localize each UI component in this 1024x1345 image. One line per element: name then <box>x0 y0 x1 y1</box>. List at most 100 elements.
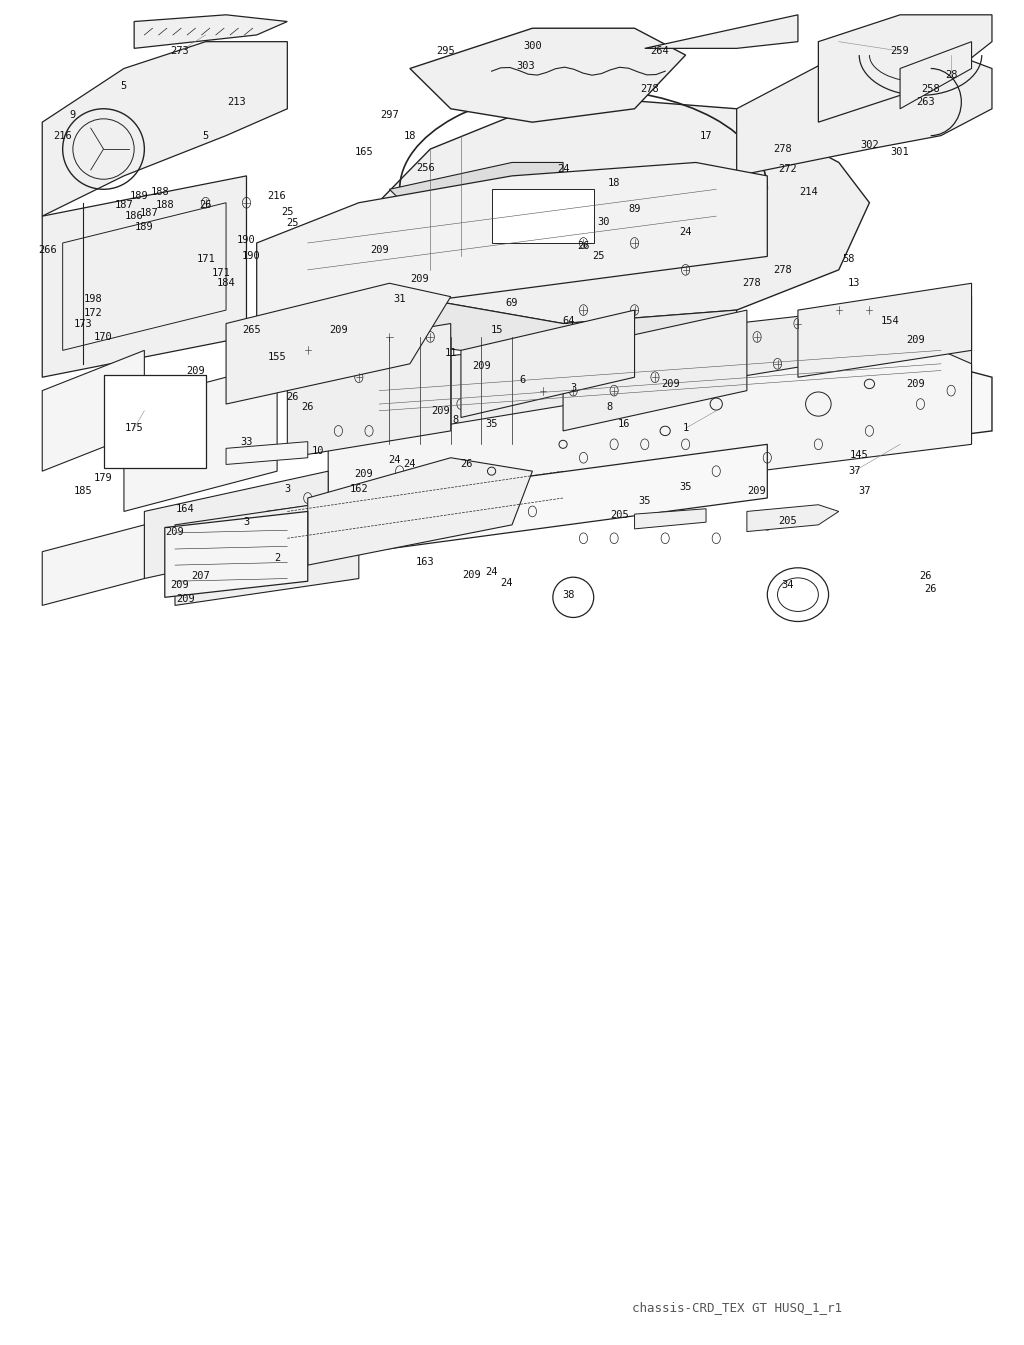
Polygon shape <box>124 363 278 511</box>
Text: 26: 26 <box>460 460 472 469</box>
Polygon shape <box>226 284 451 404</box>
Text: 188: 188 <box>151 187 169 196</box>
Text: 278: 278 <box>773 265 792 274</box>
Text: 278: 278 <box>773 144 792 155</box>
Polygon shape <box>42 42 288 217</box>
Text: 24: 24 <box>403 460 416 469</box>
Polygon shape <box>379 297 972 457</box>
Text: 278: 278 <box>742 278 762 288</box>
Text: 3: 3 <box>285 484 291 494</box>
Text: 18: 18 <box>608 178 621 187</box>
Text: 272: 272 <box>778 164 797 174</box>
Text: 205: 205 <box>778 516 797 526</box>
Text: 209: 209 <box>462 569 480 580</box>
Text: 187: 187 <box>115 200 133 210</box>
Text: 30: 30 <box>598 217 610 226</box>
Text: 1: 1 <box>682 424 689 433</box>
Polygon shape <box>900 42 972 109</box>
Text: 173: 173 <box>74 319 92 328</box>
Text: 155: 155 <box>267 352 287 362</box>
Polygon shape <box>308 457 532 565</box>
Polygon shape <box>257 163 767 324</box>
Text: 64: 64 <box>562 316 574 325</box>
Text: 214: 214 <box>799 187 817 196</box>
Text: 258: 258 <box>922 83 940 94</box>
Polygon shape <box>746 504 839 531</box>
Text: 24: 24 <box>501 577 513 588</box>
Text: 216: 216 <box>53 130 72 141</box>
Polygon shape <box>165 511 308 597</box>
Text: 26: 26 <box>301 402 314 412</box>
Text: 205: 205 <box>610 511 629 521</box>
Polygon shape <box>645 15 798 48</box>
Text: 58: 58 <box>843 254 855 264</box>
Text: 190: 190 <box>238 235 256 245</box>
Text: 189: 189 <box>130 191 148 200</box>
Polygon shape <box>144 471 328 578</box>
Polygon shape <box>134 15 288 48</box>
Text: 198: 198 <box>84 295 102 304</box>
Text: 216: 216 <box>267 191 287 200</box>
Text: 264: 264 <box>650 46 670 56</box>
Text: 209: 209 <box>171 580 189 590</box>
Text: 188: 188 <box>156 200 174 210</box>
Text: 273: 273 <box>171 46 189 56</box>
Text: 26: 26 <box>925 584 937 594</box>
Text: 10: 10 <box>311 447 325 456</box>
Text: 25: 25 <box>281 207 294 217</box>
Text: 263: 263 <box>916 97 935 108</box>
Text: 37: 37 <box>848 467 860 476</box>
Text: 26: 26 <box>286 393 299 402</box>
Text: 24: 24 <box>557 164 569 174</box>
Polygon shape <box>635 508 706 529</box>
Text: 35: 35 <box>639 496 651 506</box>
Text: 26: 26 <box>578 241 590 250</box>
Polygon shape <box>267 444 767 565</box>
Text: 35: 35 <box>679 483 692 492</box>
Polygon shape <box>328 350 972 525</box>
Text: 8: 8 <box>453 416 459 425</box>
Polygon shape <box>563 311 746 430</box>
Text: 209: 209 <box>354 469 374 479</box>
Text: 190: 190 <box>243 252 261 261</box>
Text: 24: 24 <box>388 456 400 465</box>
Text: 295: 295 <box>436 46 455 56</box>
Bar <box>492 190 594 243</box>
Polygon shape <box>410 28 686 122</box>
Text: chassis-CRD_TEX GT HUSQ_1_r1: chassis-CRD_TEX GT HUSQ_1_r1 <box>632 1301 842 1314</box>
Text: 186: 186 <box>125 211 143 221</box>
Text: 33: 33 <box>241 437 253 447</box>
Text: 256: 256 <box>416 163 434 172</box>
Polygon shape <box>798 284 972 377</box>
Text: 209: 209 <box>472 362 490 371</box>
Polygon shape <box>338 243 736 363</box>
Text: 16: 16 <box>618 420 631 429</box>
Text: 35: 35 <box>485 420 498 429</box>
Polygon shape <box>42 525 144 605</box>
Text: 175: 175 <box>125 424 143 433</box>
Text: 301: 301 <box>891 147 909 157</box>
Text: 26: 26 <box>200 200 212 210</box>
Text: 28: 28 <box>945 70 957 81</box>
Text: 259: 259 <box>891 46 909 56</box>
Text: 302: 302 <box>860 140 879 151</box>
Polygon shape <box>389 163 563 230</box>
Text: 89: 89 <box>629 204 641 214</box>
Polygon shape <box>42 350 144 471</box>
Text: 171: 171 <box>212 268 230 277</box>
Text: 209: 209 <box>329 325 348 335</box>
Text: 171: 171 <box>197 254 215 264</box>
Text: 165: 165 <box>354 147 374 157</box>
Text: 209: 209 <box>186 366 205 375</box>
Text: 24: 24 <box>485 566 498 577</box>
Text: 37: 37 <box>858 487 870 496</box>
Polygon shape <box>461 311 635 417</box>
Text: 209: 209 <box>370 245 389 254</box>
Text: 34: 34 <box>781 580 794 590</box>
Text: 9: 9 <box>70 110 76 121</box>
Text: 15: 15 <box>490 325 503 335</box>
Text: 145: 145 <box>850 451 868 460</box>
Text: 266: 266 <box>38 245 56 254</box>
Text: 209: 209 <box>748 487 767 496</box>
Text: 5: 5 <box>203 130 209 141</box>
